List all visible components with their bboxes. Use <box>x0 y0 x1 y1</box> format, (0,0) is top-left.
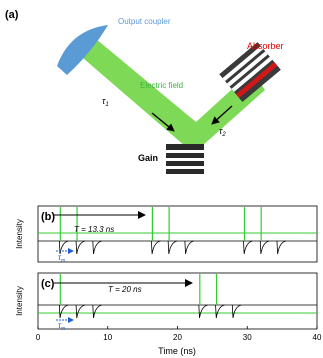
absorber-label: Absorber <box>247 41 284 51</box>
gain-label: Gain <box>138 153 158 163</box>
gain-medium <box>166 144 204 176</box>
panel-c-tau-m-label: τm <box>58 321 65 332</box>
panel-b-period-label: T = 13.3 ns <box>74 225 114 234</box>
panel-b-tau-m-label: τm <box>58 253 65 264</box>
x-tick-label: 20 <box>173 333 182 342</box>
panel-c-period-label: T = 20 ns <box>108 285 142 294</box>
panel-b: (b) Intensity T = 13.3 ns τm <box>15 205 318 264</box>
pulse-dip <box>150 240 161 255</box>
pulse-dip <box>75 240 86 255</box>
pulse-dip <box>58 240 69 255</box>
panel-a-label: (a) <box>5 9 19 21</box>
x-axis-label: Time (ns) <box>158 346 196 356</box>
pulse-dip <box>92 304 102 319</box>
pulse-dip <box>215 304 225 319</box>
panel-c-frame <box>37 272 318 330</box>
x-tick-label: 10 <box>103 333 112 342</box>
pulse-dip <box>198 304 208 319</box>
absorber <box>219 42 281 102</box>
pulse-dip <box>167 240 178 255</box>
panel-b-pulses <box>58 240 287 255</box>
panel-c-ylabel: Intensity <box>15 286 24 316</box>
pulse-dip <box>184 240 194 255</box>
tau1-label: τ1 <box>102 96 109 108</box>
panel-c-pulses <box>58 304 242 319</box>
panel-c: (c) Intensity T = 20 ns τm <box>15 272 318 332</box>
panel-b-ylabel: Intensity <box>15 219 24 249</box>
panel-c-label: (c) <box>41 278 55 290</box>
tau2-label: τ2 <box>219 126 226 138</box>
pulse-dip <box>276 240 287 255</box>
x-tick-label: 40 <box>313 333 322 342</box>
output-coupler-label: Output coupler <box>118 17 171 26</box>
panel-c-green-markers <box>59 274 218 305</box>
pulse-dip <box>231 304 242 319</box>
x-axis: 0 10 20 30 40 <box>36 326 322 342</box>
panel-b-label: (b) <box>41 211 55 223</box>
pulse-dip <box>92 240 102 255</box>
x-tick-label: 30 <box>243 333 252 342</box>
panel-b-green-markers <box>59 207 262 241</box>
x-tick-label: 0 <box>36 333 41 342</box>
pulse-dip <box>259 240 270 255</box>
panel-a: (a) Output coupler Absorber Electric fie… <box>5 9 284 176</box>
output-coupler-mirror <box>57 25 108 75</box>
beam-arrow-left <box>151 112 175 132</box>
pulse-dip <box>243 240 253 255</box>
panel-b-frame <box>37 205 318 263</box>
electric-field-label: Electric field <box>140 81 183 90</box>
pulse-dip <box>58 304 69 319</box>
pulse-dip <box>75 304 86 319</box>
beam-arrow-right <box>211 105 233 125</box>
